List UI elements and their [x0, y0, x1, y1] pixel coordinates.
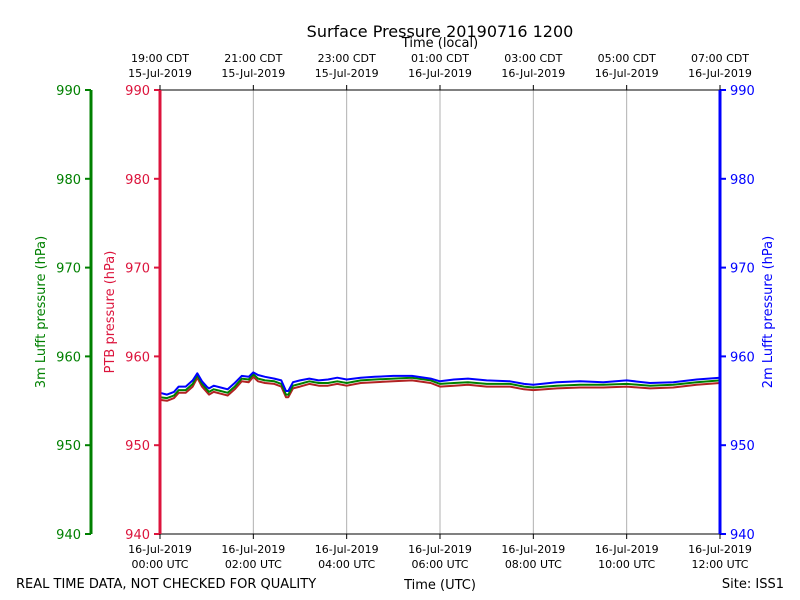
ptb-tick-label: 970 — [125, 262, 150, 277]
top-tick-label-time: 03:00 CDT — [504, 52, 562, 65]
series-line-ptb — [159, 375, 721, 402]
x-axis-ticks: 16-Jul-2019 00:00 UTC 16-Jul-2019 02:00 UTC… — [128, 52, 752, 571]
ptb-tick-label: 990 — [125, 84, 150, 99]
lufft3m-tick-label: 970 — [56, 262, 81, 277]
x-tick-label-date: 16-Jul-2019 — [688, 543, 752, 556]
x-tick-label-time: 02:00 UTC — [225, 558, 282, 571]
lufft2m-tick-label: 940 — [730, 528, 755, 543]
ptb-axis-label: PTB pressure (hPa) — [103, 251, 118, 374]
top-axis-label: Time (local) — [401, 36, 478, 51]
lufft2m-tick-label: 970 — [730, 262, 755, 277]
x-tick-label-time: 08:00 UTC — [505, 558, 562, 571]
lufft3m-tick-label: 990 — [56, 84, 81, 99]
quality-disclaimer: REAL TIME DATA, NOT CHECKED FOR QUALITY — [16, 577, 316, 592]
top-tick-label-date: 16-Jul-2019 — [688, 67, 752, 80]
x-tick-label-date: 16-Jul-2019 — [595, 543, 659, 556]
x-tick-label-date: 16-Jul-2019 — [408, 543, 472, 556]
x-tick-label-time: 10:00 UTC — [598, 558, 655, 571]
lufft2m-tick-label: 950 — [730, 439, 755, 454]
y-axes: 940 950 960 970 980 990 3m Lufft pressure (hPa… — [34, 84, 776, 543]
x-tick-label-date: 16-Jul-2019 — [315, 543, 379, 556]
top-tick-label-time: 01:00 CDT — [411, 52, 469, 65]
series-line-lufft2m — [159, 371, 721, 396]
ptb-tick-label: 980 — [125, 173, 150, 188]
top-tick-label-date: 15-Jul-2019 — [315, 67, 379, 80]
lufft2m-tick-label: 980 — [730, 173, 755, 188]
top-tick-label-date: 16-Jul-2019 — [501, 67, 565, 80]
top-tick-label-time: 07:00 CDT — [691, 52, 749, 65]
x-tick-label-date: 16-Jul-2019 — [221, 543, 285, 556]
chart-title: Surface Pressure 20190716 1200 — [307, 22, 574, 41]
series-line-lufft3m — [159, 373, 721, 400]
ptb-tick-label: 960 — [125, 350, 150, 365]
x-tick-label-time: 04:00 UTC — [318, 558, 375, 571]
x-tick-label-date: 16-Jul-2019 — [128, 543, 192, 556]
lufft3m-tick-label: 950 — [56, 439, 81, 454]
site-label: Site: ISS1 — [722, 577, 784, 592]
data-series — [159, 371, 721, 402]
x-tick-label-time: 00:00 UTC — [131, 558, 188, 571]
top-tick-label-date: 16-Jul-2019 — [595, 67, 659, 80]
top-tick-label-time: 19:00 CDT — [131, 52, 189, 65]
x-tick-label-time: 12:00 UTC — [691, 558, 748, 571]
lufft2m-tick-label: 960 — [730, 350, 755, 365]
ptb-tick-label: 950 — [125, 439, 150, 454]
top-tick-label-time: 23:00 CDT — [318, 52, 376, 65]
x-tick-label-time: 06:00 UTC — [411, 558, 468, 571]
lufft2m-tick-label: 990 — [730, 84, 755, 99]
lufft3m-tick-label: 940 — [56, 528, 81, 543]
lufft3m-tick-label: 960 — [56, 350, 81, 365]
top-tick-label-date: 15-Jul-2019 — [221, 67, 285, 80]
top-tick-label-time: 05:00 CDT — [598, 52, 656, 65]
top-tick-label-time: 21:00 CDT — [224, 52, 282, 65]
x-axis-label: Time (UTC) — [403, 578, 476, 593]
lufft2m-axis-label: 2m Lufft pressure (hPa) — [761, 236, 776, 388]
vertical-gridlines — [252, 90, 628, 534]
ptb-tick-label: 940 — [125, 528, 150, 543]
top-tick-label-date: 15-Jul-2019 — [128, 67, 192, 80]
lufft3m-axis-label: 3m Lufft pressure (hPa) — [34, 236, 49, 388]
top-tick-label-date: 16-Jul-2019 — [408, 67, 472, 80]
lufft3m-tick-label: 980 — [56, 173, 81, 188]
x-tick-label-date: 16-Jul-2019 — [501, 543, 565, 556]
